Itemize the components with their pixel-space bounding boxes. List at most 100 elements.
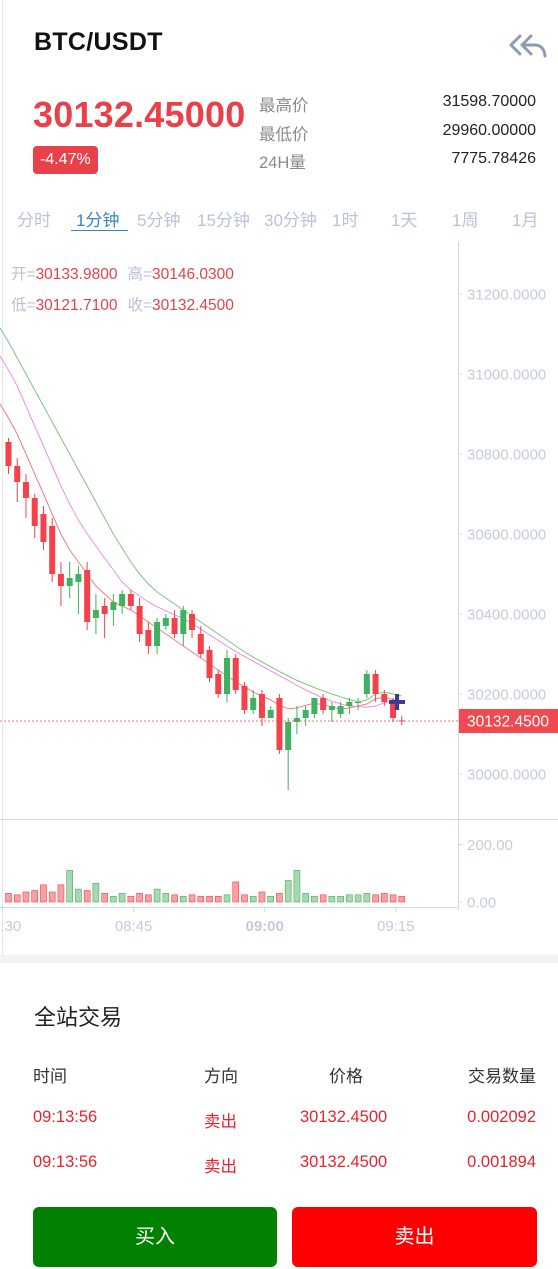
volume-bar	[48, 891, 56, 903]
candle-body	[40, 514, 47, 542]
candle-body	[31, 498, 38, 526]
double-back-arrow-icon[interactable]	[508, 30, 548, 60]
ticker-stats: 最高价 31598.70000 最低价 29960.00000 24H量 777…	[259, 88, 537, 174]
candle-body	[372, 674, 379, 694]
stat-label: 24H量	[259, 154, 306, 172]
trades-title: 全站交易	[34, 1005, 123, 1030]
close-label: 收=	[127, 297, 153, 314]
tab-1min[interactable]: 1分钟	[76, 211, 120, 230]
candle-body	[84, 570, 91, 622]
ohlc-row-2: 低=30121.7100 收=30132.4500	[11, 293, 244, 315]
volume-tick-label: 0.00	[467, 895, 496, 912]
low-value: 30121.7100	[35, 297, 118, 314]
close-value: 30132.4500	[152, 297, 234, 314]
volume-bar	[75, 888, 82, 903]
change-badge: -4.47%	[33, 146, 98, 174]
candle-body	[311, 698, 318, 714]
volume-bar	[57, 884, 65, 903]
candle-body	[206, 650, 213, 678]
kline-chart[interactable]: 31200.0000 31000.0000 30800.0000 30600.0000…	[0, 242, 558, 942]
tab-5min[interactable]: 5分钟	[137, 211, 181, 230]
volume-bar	[206, 895, 213, 903]
candle-body	[267, 710, 274, 718]
candle-body	[363, 674, 370, 694]
price-tick-label: 31200.0000	[467, 287, 546, 304]
volume-bar	[337, 895, 344, 903]
candle-body	[136, 606, 143, 634]
tab-1week[interactable]: 1周	[452, 211, 479, 230]
candle-body	[162, 618, 169, 626]
candle-body	[355, 702, 362, 703]
candle-body	[171, 618, 178, 634]
sell-button[interactable]: 卖出	[292, 1207, 537, 1267]
volume-bar	[311, 895, 318, 903]
volume-bar	[223, 894, 231, 903]
current-price-tag	[459, 709, 558, 734]
candle-body	[101, 606, 108, 614]
price-tick-label: 30000.0000	[467, 767, 546, 784]
stat-value: 29960.00000	[442, 121, 536, 139]
candle-body	[57, 574, 64, 586]
trade-price: 30132.4500	[300, 1108, 388, 1126]
trade-row: 09:13:56 卖出 30132.4500 0.001894	[0, 1153, 558, 1177]
section-divider	[0, 955, 558, 963]
volume-bar	[363, 893, 371, 903]
price-tick-label: 30800.0000	[467, 447, 546, 464]
volume-bar	[118, 893, 126, 903]
candle-body	[75, 574, 82, 582]
ma-line-red	[0, 403, 402, 710]
stat-label: 最高价	[259, 97, 309, 115]
volume-bar	[101, 893, 108, 903]
tab-1month[interactable]: 1月	[512, 211, 539, 230]
header-amount: 交易数量	[468, 1067, 536, 1086]
volume-bar	[188, 894, 196, 903]
stat-value: 31598.70000	[442, 93, 536, 110]
last-price: 30132.45000	[33, 94, 246, 135]
candle-body	[328, 706, 335, 710]
volume-bar	[83, 890, 91, 903]
kline-chart-area[interactable]: 31200.0000 31000.0000 30800.0000 30600.0000…	[0, 242, 558, 942]
volume-bar	[276, 893, 283, 903]
trades-header: 时间 方向 价格 交易数量	[0, 1062, 558, 1086]
stat-volume: 24H量 7775.78426	[259, 145, 537, 174]
open-label: 开=	[11, 266, 36, 283]
header-side: 方向	[204, 1067, 238, 1086]
left-border	[2, 0, 3, 960]
candle-body	[276, 698, 283, 750]
volume-bar	[249, 895, 257, 903]
candle-body	[189, 614, 196, 630]
time-tick-label: 09:15	[377, 918, 415, 935]
trade-amount: 0.001894	[467, 1153, 536, 1171]
volume-bar	[22, 891, 30, 903]
ma-line-green	[0, 327, 402, 703]
high-label: 高=	[127, 266, 153, 283]
candle-body	[119, 594, 126, 606]
volume-bar	[398, 895, 406, 903]
volume-bar	[354, 894, 362, 903]
pair-title: BTC/USDT	[34, 28, 163, 56]
stat-high: 最高价 31598.70000	[259, 88, 537, 117]
candle-body	[22, 482, 29, 498]
tab-1hour[interactable]: 1时	[332, 211, 359, 230]
stat-label: 最低价	[259, 125, 309, 144]
candle-body	[127, 594, 134, 606]
price-tick-label: 30600.0000	[467, 527, 546, 544]
tab-30min[interactable]: 30分钟	[264, 211, 317, 230]
volume-tick-label: 200.00	[467, 837, 513, 854]
trade-amount: 0.002092	[467, 1108, 536, 1126]
buy-button[interactable]: 买入	[33, 1207, 277, 1267]
volume-bar	[214, 895, 222, 903]
volume-bar	[40, 884, 47, 903]
tab-1day[interactable]: 1天	[391, 211, 418, 230]
candle-body	[224, 658, 230, 694]
volume-bar	[110, 895, 117, 903]
stat-low: 最低价 29960.00000	[259, 117, 537, 146]
volume-bar	[162, 893, 170, 903]
candle-body	[5, 442, 12, 466]
volume-bar	[258, 891, 266, 903]
volume-bar	[372, 894, 379, 903]
tab-timeshare[interactable]: 分时	[17, 211, 51, 230]
candle-body	[49, 526, 56, 574]
tab-15min[interactable]: 15分钟	[197, 211, 250, 230]
